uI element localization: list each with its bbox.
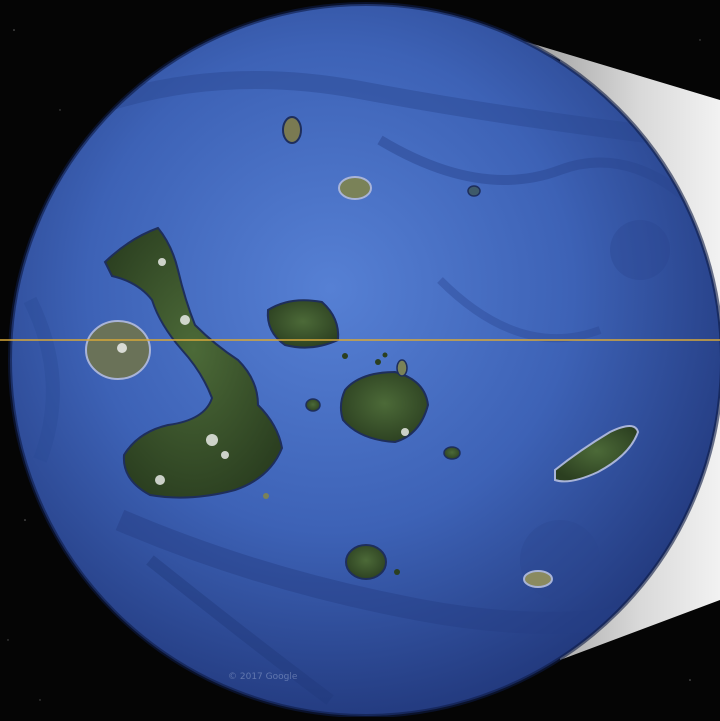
island-genovesa bbox=[467, 185, 481, 197]
island-pinzon bbox=[305, 398, 321, 412]
clouds bbox=[117, 258, 409, 485]
globe[interactable] bbox=[8, 2, 720, 718]
map-attribution: © 2017 Google bbox=[228, 672, 298, 682]
islands bbox=[85, 116, 640, 588]
islet bbox=[375, 359, 381, 365]
island-santa-fe bbox=[443, 446, 461, 460]
islet bbox=[394, 569, 400, 575]
islet bbox=[382, 352, 388, 358]
island-pinta bbox=[282, 116, 302, 144]
island-santa-cruz bbox=[339, 370, 430, 444]
islet bbox=[263, 493, 269, 499]
islet bbox=[342, 353, 348, 359]
island-san-cristobal bbox=[554, 425, 640, 483]
island-marchena bbox=[338, 176, 372, 200]
island-espanola bbox=[523, 570, 553, 588]
starfield bbox=[7, 29, 701, 701]
island-isabela bbox=[103, 226, 284, 499]
island-baltra bbox=[396, 359, 408, 377]
island-floreana bbox=[345, 544, 387, 580]
